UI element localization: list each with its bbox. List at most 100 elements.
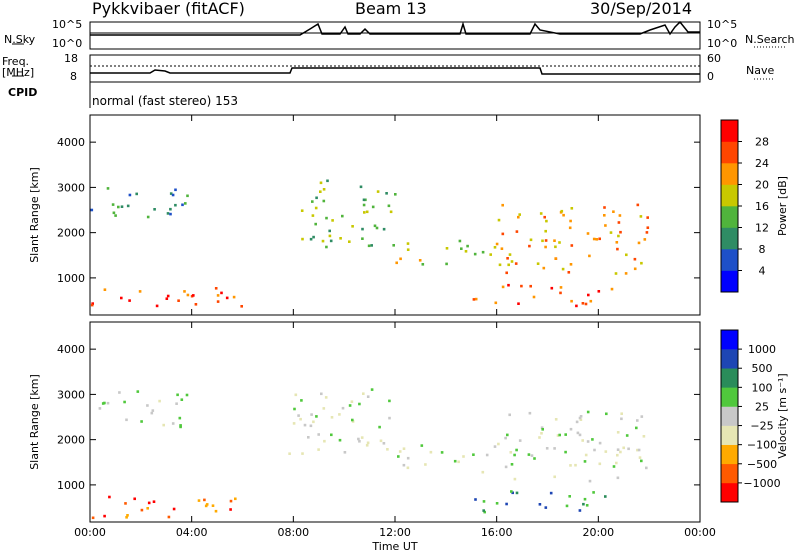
heatmap-cell [495,242,499,246]
heatmap-cell [120,205,124,208]
heatmap-cell [309,424,313,428]
heatmap-cell [406,248,410,251]
heatmap-cell [640,261,643,265]
colorbar-tick-label: 8 [759,243,766,256]
heatmap-cell [578,509,582,512]
heatmap-cell [570,244,574,247]
heatmap-cell [348,404,352,407]
heatmap-cell [550,286,554,290]
heatmap-cell [406,242,410,245]
heatmap-cell [214,509,218,513]
heatmap-cell [483,510,486,514]
heatmap-cell [473,252,477,256]
heatmap-cell [553,475,556,479]
heatmap-cell [126,514,129,517]
freq-tick-low: 8 [70,70,77,83]
heatmap-cell [311,214,315,217]
heatmap-cell [146,215,150,219]
heatmap-cell [392,244,395,247]
heatmap-cell [330,433,333,437]
heatmap-cell [564,450,567,454]
heatmap-cell [406,466,410,470]
heatmap-cell [564,433,567,436]
nsearch-label: N.Search [745,33,795,46]
colorbar-swatch [721,349,738,369]
heatmap-cell [538,503,542,506]
heatmap-cell [174,188,177,192]
heatmap-cell [500,247,504,250]
heatmap-cell [635,426,638,430]
heatmap-cell [172,507,176,511]
heatmap-cell [307,436,310,439]
nsky-label: N.Sky [4,33,36,46]
heatmap-cell [151,409,155,412]
heatmap-cell [338,438,342,442]
heatmap-cell [616,453,619,457]
heatmap-cell [178,416,182,420]
heatmap-cell [494,301,498,305]
heatmap-cell [643,238,647,241]
heatmap-cell [155,304,159,308]
heatmap-cell [98,407,102,410]
radar-title: Pykkvibaer (fitACF) [92,0,245,18]
heatmap-cell [311,200,314,203]
heatmap-cell [639,215,643,218]
heatmap-cell [186,293,190,297]
heatmap-cell [169,212,172,216]
heatmap-cell [361,237,364,240]
heatmap-cell [603,214,606,217]
heatmap-cell [554,245,557,249]
heatmap-cell [371,205,375,209]
colorbar-swatch [721,163,738,185]
heatmap-cell [118,391,121,394]
colorbar-swatch [721,482,738,503]
freq-tick-high: 18 [64,52,78,65]
heatmap-cell [464,250,468,253]
heatmap-cell [578,433,582,437]
heatmap-cell [501,203,504,207]
x-tick-label: 00:00 [74,526,106,539]
heatmap-cell [559,286,563,289]
heatmap-cell [158,399,161,403]
heatmap-cell [445,262,448,266]
heatmap-cell [402,447,406,450]
colorbar-tick-label: 1000 [748,343,776,356]
colorbar-tick-label: 16 [755,200,769,213]
heatmap-cell [373,224,377,228]
heatmap-cell [126,204,130,208]
heatmap-cell [586,410,590,414]
heatmap-cell [581,439,584,442]
heatmap-cell [545,447,549,450]
heatmap-cell [604,450,608,453]
heatmap-cell [399,257,402,261]
heatmap-cell [619,450,622,454]
heatmap-cell [645,231,649,234]
heatmap-cell [370,388,374,391]
heatmap-cell [364,198,367,202]
x-tick-label: 08:00 [277,526,309,539]
heatmap-cell [90,208,94,212]
cpid-label: CPID [8,86,38,99]
heatmap-cell [510,490,513,493]
heatmap-cell [123,400,126,404]
heatmap-cell [357,437,360,441]
heatmap-cell [612,210,615,213]
x-tick-label: 20:00 [582,526,614,539]
y-axis-label: Slant Range [km] [28,374,41,470]
heatmap-cell [366,441,370,445]
heatmap-cell [341,406,345,410]
x-tick-label: 12:00 [379,526,411,539]
heatmap-cell [544,239,548,242]
heatmap-cell [609,231,613,234]
nave-tick-high: 60 [707,52,721,65]
heatmap-cell [532,295,536,299]
heatmap-cell [322,407,326,410]
colorbar-swatch [721,406,738,426]
y-tick-label: 2000 [57,434,85,447]
date-title: 30/Sep/2014 [590,0,693,18]
heatmap-cell [598,462,602,466]
heatmap-cell [185,393,189,397]
power-colorbar: 28 24 20 16 12 8 4 Power [dB] [720,119,789,293]
heatmap-cell [325,216,328,220]
